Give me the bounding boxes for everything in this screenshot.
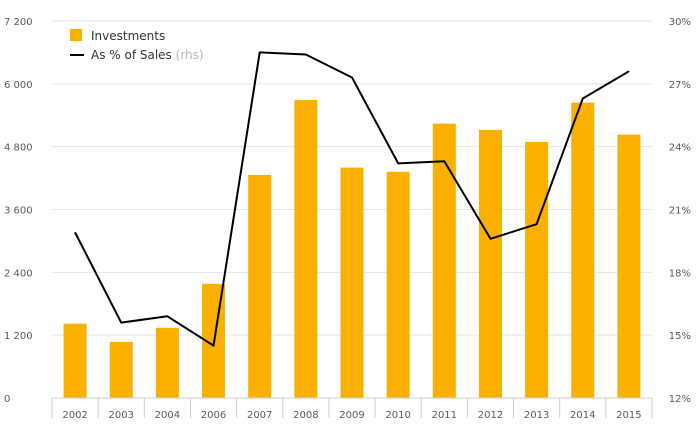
line-point-2006 [213,345,215,347]
x-tick-label-2003: 2003 [109,410,134,421]
line-point-2011 [443,160,445,162]
right-tick-label: 18% [669,268,691,279]
right-axis-ticks: 12% 15% 18% 21% 24% 27% 30% [669,17,691,405]
left-tick-label: 6 000 [4,80,33,91]
line-point-2007 [259,51,261,53]
left-axis-ticks: 0 1 200 2 400 3 600 4 800 6 000 7 200 [4,17,33,405]
bar-2004 [155,327,179,398]
left-tick-label: 2 400 [4,268,33,279]
right-tick-label: 12% [669,394,691,405]
x-tick-label-2006: 2006 [201,410,226,421]
right-tick-label: 15% [669,331,691,342]
left-tick-label: 0 [4,394,10,405]
x-tick-label-2014: 2014 [570,410,595,421]
x-axis: 2002 2003 2004 2006 2007 2008 2009 2010 2011 2012… [51,397,653,421]
bar-2003 [109,341,133,398]
line-point-2012 [489,238,491,240]
line-point-2015 [628,70,630,72]
legend: Investments As % of Sales (rhs) [70,29,204,62]
bar-2009 [340,167,364,398]
bar-2011 [432,123,456,398]
x-tick-label-2012: 2012 [478,410,503,421]
right-tick-label: 30% [669,17,691,28]
x-tick-label-2008: 2008 [293,410,318,421]
legend-label-sales-pct: As % of Sales (rhs) [91,48,204,62]
bar-2013 [525,141,549,398]
x-tick-label-2015: 2015 [616,410,641,421]
x-tick-label-2002: 2002 [62,410,87,421]
legend-label-investments: Investments [91,29,165,43]
bar-2010 [386,171,410,398]
x-tick-label-2009: 2009 [339,410,364,421]
line-point-2013 [536,223,538,225]
left-tick-label: 7 200 [4,17,33,28]
right-tick-label: 27% [669,80,691,91]
bar-2014 [571,102,595,398]
line-point-2008 [305,54,307,56]
line-point-2009 [351,77,353,79]
x-tick-label-2013: 2013 [524,410,549,421]
x-tick-label-2004: 2004 [155,410,180,421]
right-tick-label: 24% [669,143,691,154]
left-tick-label: 4 800 [4,143,33,154]
x-tick-label-2011: 2011 [432,410,457,421]
bar-2007 [248,174,272,398]
line-point-2004 [166,315,168,317]
x-tick-label-2007: 2007 [247,410,272,421]
line-point-2010 [397,162,399,164]
right-tick-label: 21% [669,206,691,217]
x-tick-label-2010: 2010 [385,410,410,421]
bar-series-investments [63,100,641,399]
bar-2015 [617,134,641,399]
bar-2002 [63,323,87,398]
line-point-2003 [120,322,122,324]
legend-label-sales-pct-text: As % of Sales [91,48,172,62]
line-point-2014 [582,97,584,99]
bar-2008 [294,100,318,398]
left-tick-label: 3 600 [4,206,33,217]
line-series-sales-pct [74,51,630,347]
line-point-2002 [74,232,76,234]
legend-swatch-investments [70,29,82,41]
legend-note-rhs: (rhs) [176,48,204,62]
bar-2012 [478,129,502,398]
left-tick-label: 1 200 [4,331,33,342]
